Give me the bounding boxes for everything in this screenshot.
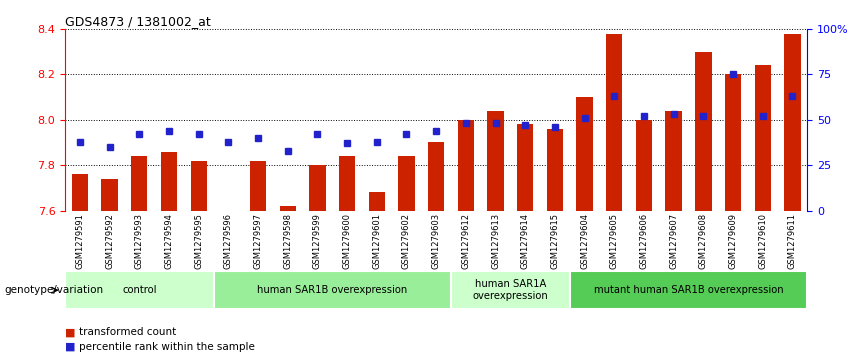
Bar [754, 65, 771, 211]
Text: human SAR1B overexpression: human SAR1B overexpression [257, 285, 407, 295]
Text: GDS4873 / 1381002_at: GDS4873 / 1381002_at [65, 15, 211, 28]
Text: control: control [122, 285, 156, 295]
Bar [635, 120, 652, 211]
Bar [339, 156, 355, 211]
Bar [190, 160, 207, 211]
Text: transformed count: transformed count [79, 327, 176, 337]
Bar [487, 111, 503, 211]
Bar [250, 160, 266, 211]
Bar [428, 142, 444, 211]
Bar [606, 33, 622, 211]
Bar [398, 156, 415, 211]
Text: mutant human SAR1B overexpression: mutant human SAR1B overexpression [594, 285, 783, 295]
Text: ■: ■ [65, 342, 76, 352]
Bar [131, 156, 148, 211]
Bar [695, 52, 712, 211]
Bar [72, 174, 89, 211]
Bar [547, 129, 563, 211]
Bar [161, 151, 177, 211]
Bar [102, 179, 118, 211]
Bar [309, 165, 326, 211]
Bar [784, 33, 800, 211]
Text: ■: ■ [65, 327, 76, 337]
Text: human SAR1A
overexpression: human SAR1A overexpression [472, 280, 549, 301]
Bar [517, 124, 534, 211]
Bar [666, 111, 682, 211]
Bar [369, 192, 385, 211]
Bar [279, 206, 296, 211]
Text: percentile rank within the sample: percentile rank within the sample [79, 342, 255, 352]
Text: genotype/variation: genotype/variation [4, 285, 103, 295]
Bar [576, 97, 593, 211]
Bar [457, 120, 474, 211]
Bar [725, 74, 741, 211]
